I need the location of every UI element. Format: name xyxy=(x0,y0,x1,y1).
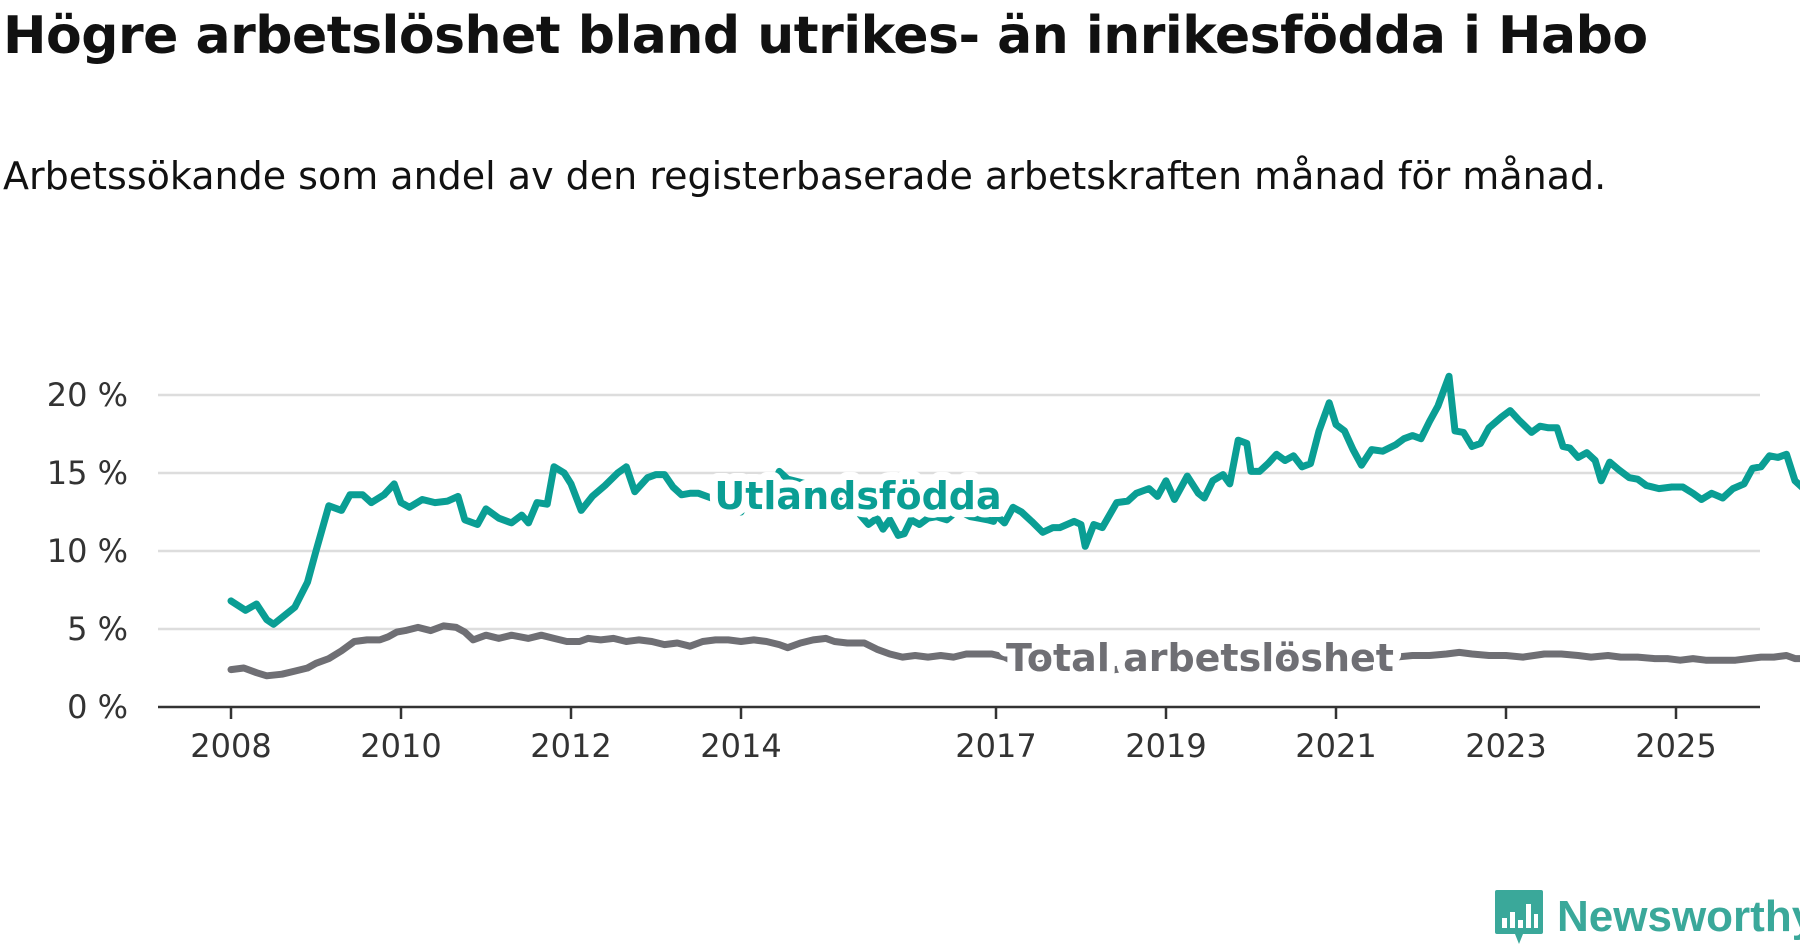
x-tick-label: 2021 xyxy=(1295,727,1376,765)
series-line-utlandsfodda xyxy=(227,372,1800,628)
series-lines xyxy=(227,372,1800,680)
series-name-label: Total arbetslöshet xyxy=(1006,636,1394,680)
y-tick-label: 10 % xyxy=(47,532,128,570)
x-axis-ticks: 2008 2010 2012 2014 2017 2019 2021 2023 2025 xyxy=(190,707,1717,765)
x-tick-label: 2014 xyxy=(700,727,781,765)
chart-subtitle: Arbetssökande som andel av den registerb… xyxy=(3,154,1607,198)
x-tick-label: 2019 xyxy=(1125,727,1206,765)
x-tick-label: 2012 xyxy=(530,727,611,765)
y-axis-ticks: 0 % 5 % 10 % 15 % 20 % xyxy=(47,376,128,726)
x-tick-label: 2017 xyxy=(955,727,1036,765)
x-tick-label: 2010 xyxy=(360,727,441,765)
x-tick-label: 2008 xyxy=(190,727,271,765)
newsworthy-icon xyxy=(1495,890,1543,944)
brand-logo: Newsworthy xyxy=(1493,888,1800,946)
y-tick-label: 15 % xyxy=(47,454,128,492)
x-tick-label: 2025 xyxy=(1635,727,1716,765)
x-tick-label: 2023 xyxy=(1465,727,1546,765)
brand-name: Newsworthy xyxy=(1557,892,1800,941)
series-name-label: Utlandsfödda xyxy=(714,474,1001,518)
y-tick-label: 0 % xyxy=(67,688,128,726)
series-line-total xyxy=(227,622,1800,680)
y-tick-label: 20 % xyxy=(47,376,128,414)
chart-title: Högre arbetslöshet bland utrikes- än inr… xyxy=(3,6,1648,66)
y-tick-label: 5 % xyxy=(67,610,128,648)
